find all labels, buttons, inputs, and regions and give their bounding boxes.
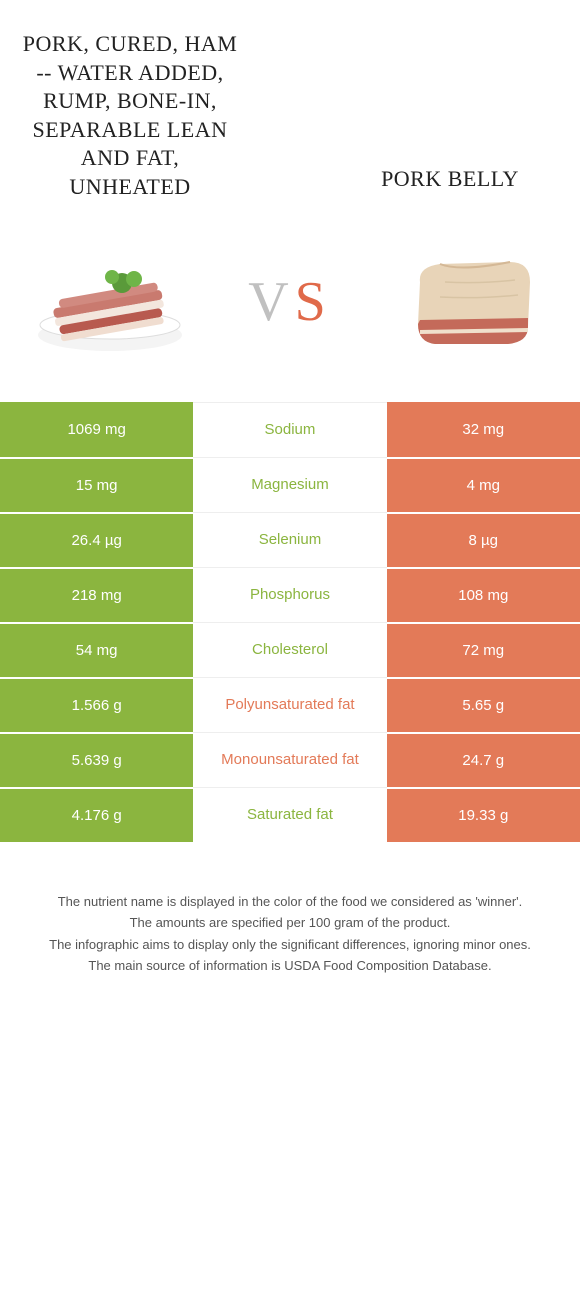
table-row: 5.639 gMonounsaturated fat24.7 g	[0, 732, 580, 787]
left-value: 5.639 g	[0, 732, 193, 787]
vs-v: V	[248, 271, 294, 333]
right-value: 4 mg	[387, 457, 580, 512]
right-value: 32 mg	[387, 402, 580, 457]
table-row: 15 mgMagnesium4 mg	[0, 457, 580, 512]
right-value: 5.65 g	[387, 677, 580, 732]
left-value: 15 mg	[0, 457, 193, 512]
right-value: 8 µg	[387, 512, 580, 567]
nutrient-name: Magnesium	[193, 457, 386, 512]
right-value: 19.33 g	[387, 787, 580, 842]
footer-line-3: The infographic aims to display only the…	[20, 935, 560, 955]
right-value: 24.7 g	[387, 732, 580, 787]
nutrient-name: Cholesterol	[193, 622, 386, 677]
right-value: 72 mg	[387, 622, 580, 677]
nutrient-name: Monounsaturated fat	[193, 732, 386, 787]
nutrient-name: Phosphorus	[193, 567, 386, 622]
nutrient-name: Selenium	[193, 512, 386, 567]
nutrient-table: 1069 mgSodium32 mg15 mgMagnesium4 mg26.4…	[0, 402, 580, 842]
right-food-image	[390, 242, 550, 362]
vs-label: VS	[248, 270, 332, 334]
right-food-title: Pork belly	[340, 165, 560, 194]
left-value: 1069 mg	[0, 402, 193, 457]
left-value: 218 mg	[0, 567, 193, 622]
table-row: 218 mgPhosphorus108 mg	[0, 567, 580, 622]
footer-notes: The nutrient name is displayed in the co…	[0, 842, 580, 998]
footer-line-1: The nutrient name is displayed in the co…	[20, 892, 560, 912]
left-value: 1.566 g	[0, 677, 193, 732]
table-row: 26.4 µgSelenium8 µg	[0, 512, 580, 567]
left-value: 4.176 g	[0, 787, 193, 842]
left-value: 54 mg	[0, 622, 193, 677]
vs-row: VS	[0, 212, 580, 402]
vs-s: S	[295, 271, 332, 333]
table-row: 1.566 gPolyunsaturated fat5.65 g	[0, 677, 580, 732]
table-row: 4.176 gSaturated fat19.33 g	[0, 787, 580, 842]
nutrient-name: Polyunsaturated fat	[193, 677, 386, 732]
right-value: 108 mg	[387, 567, 580, 622]
nutrient-name: Saturated fat	[193, 787, 386, 842]
table-row: 54 mgCholesterol72 mg	[0, 622, 580, 677]
footer-line-2: The amounts are specified per 100 gram o…	[20, 913, 560, 933]
left-value: 26.4 µg	[0, 512, 193, 567]
header-row: Pork, cured, ham -- water added, rump, b…	[0, 0, 580, 212]
nutrient-name: Sodium	[193, 402, 386, 457]
footer-line-4: The main source of information is USDA F…	[20, 956, 560, 976]
table-row: 1069 mgSodium32 mg	[0, 402, 580, 457]
left-food-title: Pork, cured, ham -- water added, rump, b…	[20, 30, 240, 202]
left-food-image	[30, 242, 190, 362]
